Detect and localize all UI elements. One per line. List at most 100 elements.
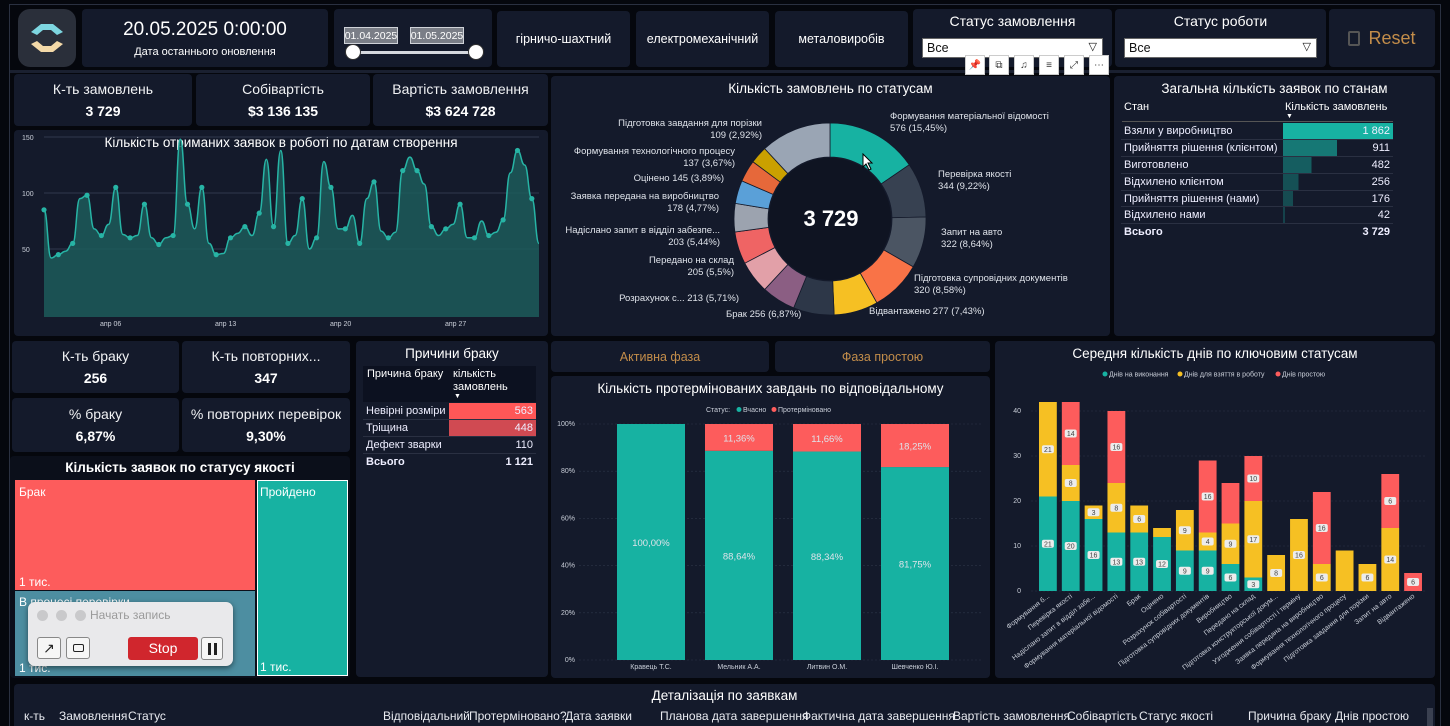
bar-ontime[interactable]	[705, 450, 773, 660]
data-point[interactable]	[256, 210, 262, 216]
rectangle-tool-icon[interactable]	[66, 637, 90, 659]
states-row[interactable]: Відхилено клієнтом 256	[1121, 173, 1393, 191]
date-from-input[interactable]: 01.04.2025	[344, 27, 398, 44]
idle-phase-button[interactable]: Фаза простою	[775, 341, 990, 372]
data-point[interactable]	[213, 252, 219, 258]
data-point[interactable]	[156, 241, 162, 248]
bar-overdue[interactable]	[793, 424, 861, 452]
bar-segment[interactable]	[1335, 550, 1354, 592]
detail-column-header[interactable]: Причина браку	[1248, 709, 1332, 723]
data-point[interactable]	[371, 179, 377, 185]
detail-column-header[interactable]: к-ть	[24, 709, 45, 723]
data-point[interactable]	[227, 235, 234, 241]
date-to-input[interactable]: 01.05.2025	[410, 27, 464, 44]
data-point[interactable]	[414, 168, 420, 174]
data-point[interactable]	[242, 224, 248, 230]
reasons-row[interactable]: Тріщина 448	[363, 419, 536, 437]
data-point[interactable]	[328, 184, 334, 190]
filter-mining-button[interactable]: гірничо-шахтний	[497, 11, 630, 67]
more-options-icon[interactable]: ⋯	[1089, 55, 1109, 75]
data-point[interactable]	[141, 201, 148, 207]
donut-slice[interactable]	[764, 122, 831, 175]
window-max-dot[interactable]	[75, 610, 86, 621]
data-point[interactable]	[400, 168, 406, 174]
bar-ontime[interactable]	[881, 467, 949, 660]
window-close-dot[interactable]	[37, 610, 48, 621]
data-point[interactable]	[529, 196, 535, 202]
data-point[interactable]	[471, 235, 478, 241]
data-point[interactable]	[98, 232, 104, 239]
order-status-dropdown[interactable]: Все ▽	[922, 38, 1103, 58]
data-point[interactable]	[170, 232, 176, 239]
pause-icon[interactable]	[201, 637, 223, 660]
data-point[interactable]	[500, 217, 506, 223]
detail-column-header[interactable]: Статус якості	[1139, 709, 1213, 723]
data-point[interactable]	[299, 196, 305, 202]
detail-column-header[interactable]: Замовлення	[59, 709, 128, 723]
data-point[interactable]	[428, 224, 434, 230]
treemap-brak[interactable]: Брак 1 тис.	[15, 480, 255, 590]
date-slider-track	[352, 51, 476, 54]
data-point[interactable]	[342, 226, 348, 232]
pin-icon[interactable]: 📌	[965, 55, 985, 75]
data-point[interactable]	[285, 240, 291, 246]
copy-icon[interactable]: ⧉	[989, 55, 1009, 75]
detail-column-header[interactable]: Собівартість	[1067, 709, 1138, 723]
data-point[interactable]	[113, 184, 119, 190]
filter-metal-button[interactable]: металовиробів	[775, 11, 908, 67]
states-row[interactable]: Відхилено нами 42	[1121, 206, 1393, 224]
data-point[interactable]	[199, 184, 205, 190]
states-row[interactable]: Прийняття рішення (нами) 176	[1121, 190, 1393, 207]
focus-mode-icon[interactable]: ⤢	[1064, 55, 1084, 75]
filter-icon[interactable]: ≡	[1039, 55, 1059, 75]
reasons-row[interactable]: Дефект зварки 110	[363, 437, 536, 454]
data-point[interactable]	[41, 207, 47, 213]
detail-column-header[interactable]: Планова дата завершення	[660, 709, 809, 723]
states-row[interactable]: Прийняття рішення (клієнтом) 911	[1121, 139, 1393, 157]
detail-column-header[interactable]: Вартість замовлення	[953, 709, 1070, 723]
detail-column-header[interactable]: Відповідальний	[383, 709, 470, 723]
bar-segment[interactable]	[1221, 483, 1240, 524]
bar-overdue[interactable]	[705, 424, 773, 451]
x-tick-label: апр 27	[445, 321, 466, 328]
work-status-dropdown[interactable]: Все ▽	[1124, 38, 1317, 58]
data-point[interactable]	[314, 235, 320, 241]
data-point[interactable]	[357, 240, 363, 246]
reset-button[interactable]: Reset	[1329, 9, 1435, 67]
arrow-tool-icon[interactable]: ↗	[37, 637, 61, 659]
treemap-brak-label: Брак	[19, 485, 46, 499]
states-row[interactable]: Виготовлено 482	[1121, 156, 1393, 174]
detail-column-header[interactable]: Протерміновано?	[469, 709, 567, 723]
active-phase-button[interactable]: Активна фаза	[551, 341, 769, 372]
reasons-row[interactable]: Невірні розміри 563	[363, 403, 536, 420]
filter-electromech-button[interactable]: електромеханічний	[636, 11, 769, 67]
detail-scrollbar[interactable]	[1427, 708, 1433, 726]
detail-column-header[interactable]: Днів простою	[1335, 709, 1410, 723]
bell-icon[interactable]: ♫	[1014, 55, 1034, 75]
data-point[interactable]	[443, 226, 449, 232]
treemap-passed[interactable]: Пройдено 1 тис.	[257, 480, 348, 676]
data-point[interactable]	[70, 240, 76, 246]
data-point[interactable]	[55, 252, 61, 258]
data-point[interactable]	[457, 201, 463, 207]
data-point[interactable]	[270, 224, 277, 230]
data-point[interactable]	[514, 147, 521, 154]
states-row[interactable]: Взяли у виробництво 1 862	[1121, 123, 1393, 140]
detail-column-header[interactable]: Статус	[128, 709, 166, 723]
data-point[interactable]	[486, 232, 492, 239]
detail-column-header[interactable]: Дата заявки	[565, 709, 632, 723]
date-slider-start-handle[interactable]	[345, 44, 361, 60]
bar-ontime[interactable]	[617, 424, 685, 660]
date-slider-end-handle[interactable]	[468, 44, 484, 60]
bar-overdue[interactable]	[881, 424, 949, 468]
stop-button[interactable]: Stop	[128, 637, 198, 660]
window-min-dot[interactable]	[56, 610, 67, 621]
bar-segment[interactable]	[1153, 528, 1171, 537]
data-point[interactable]	[84, 192, 90, 198]
detail-column-header[interactable]: Фактична дата завершення	[802, 709, 955, 723]
bar-ontime[interactable]	[793, 451, 861, 660]
data-point[interactable]	[127, 235, 133, 241]
data-point[interactable]	[385, 235, 391, 241]
data-point[interactable]	[184, 201, 191, 207]
